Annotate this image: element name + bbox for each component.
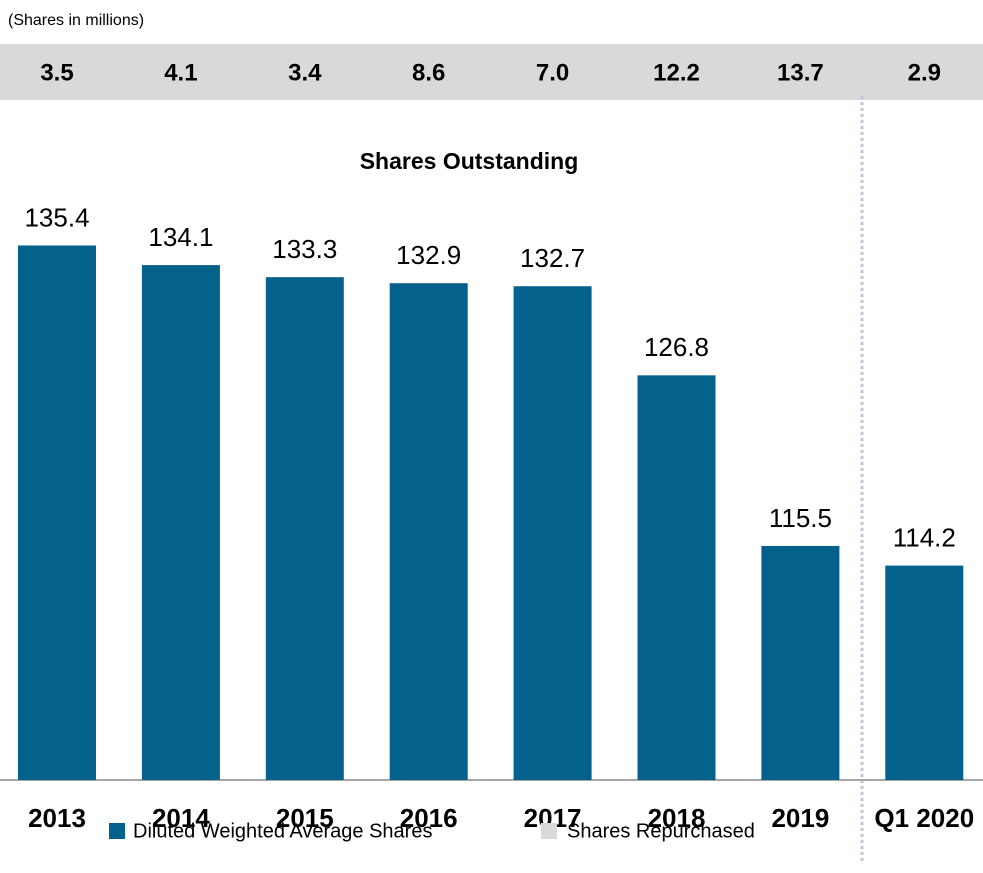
data-label: 135.4 (24, 202, 89, 232)
legend-swatch (541, 823, 557, 839)
bar (513, 286, 592, 780)
legend-swatch (109, 823, 125, 839)
repurchase-value: 13.7 (777, 59, 824, 86)
x-tick-label: 2014 (152, 803, 210, 833)
data-label: 133.3 (272, 234, 337, 264)
data-label: 134.1 (148, 222, 213, 252)
x-tick-label: 2016 (400, 803, 458, 833)
repurchase-value: 3.4 (288, 59, 322, 86)
chart-title: Shares Outstanding (360, 148, 579, 174)
chart-subtitle: (Shares in millions) (8, 12, 144, 29)
repurchase-value: 3.5 (40, 59, 73, 86)
data-label: 126.8 (644, 332, 709, 362)
bar (761, 545, 840, 780)
bar (389, 283, 468, 780)
repurchase-value: 2.9 (908, 59, 941, 86)
repurchase-band (0, 44, 983, 100)
x-tick-label: Q1 2020 (874, 803, 974, 833)
legend-label: Shares Repurchased (567, 820, 755, 842)
repurchase-value: 12.2 (653, 59, 700, 86)
bar (637, 375, 716, 780)
data-label: 132.9 (396, 240, 461, 270)
x-tick-label: 2018 (648, 803, 706, 833)
bar (265, 277, 344, 780)
repurchase-value: 8.6 (412, 59, 445, 86)
bar (141, 265, 220, 781)
x-tick-label: 2013 (28, 803, 86, 833)
x-tick-label: 2015 (276, 803, 334, 833)
data-label: 132.7 (520, 243, 585, 273)
bar (885, 565, 964, 780)
repurchase-value: 7.0 (536, 59, 569, 86)
repurchase-value: 4.1 (164, 59, 197, 86)
data-label: 115.5 (769, 503, 832, 533)
bar (18, 245, 96, 780)
legend-label: Diluted Weighted Average Shares (133, 820, 432, 842)
data-label: 114.2 (893, 522, 956, 552)
x-tick-label: 2019 (771, 803, 829, 833)
